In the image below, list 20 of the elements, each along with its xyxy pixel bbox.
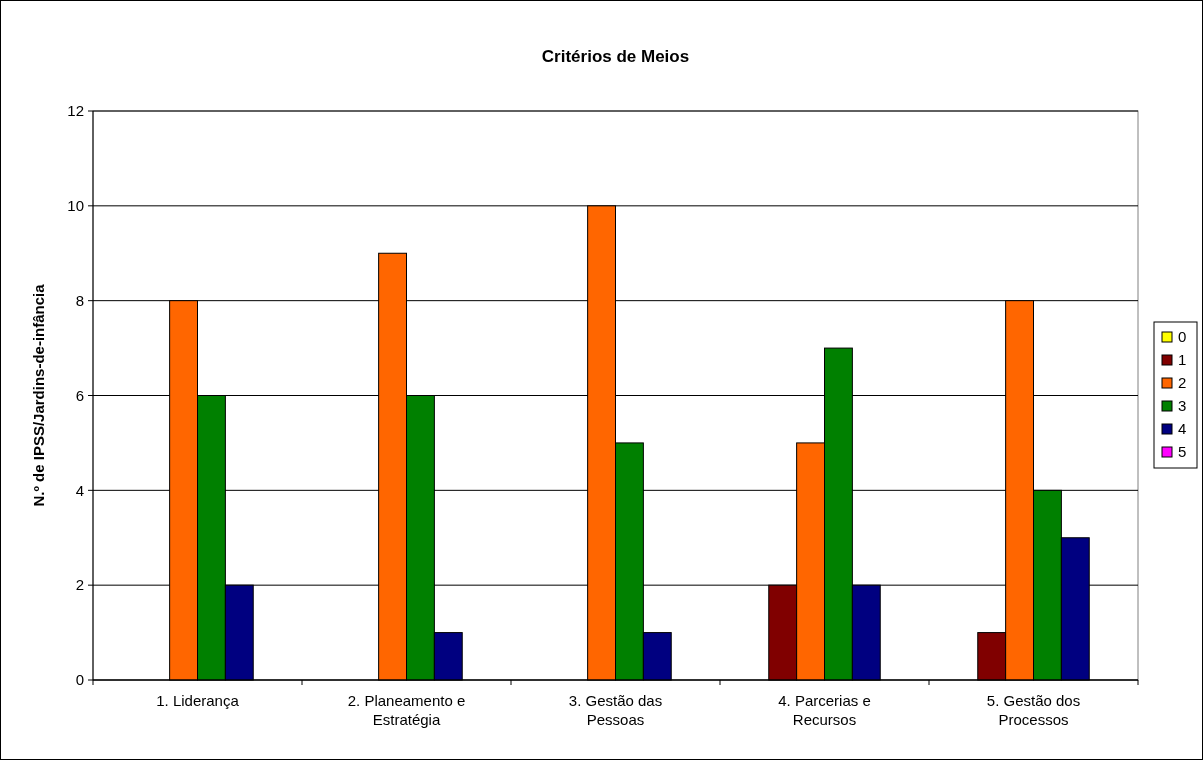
y-tick-label: 0 xyxy=(75,671,84,689)
y-axis-title: N.º de IPSS/Jardins-de-infância xyxy=(30,283,47,507)
y-tick-label: 6 xyxy=(75,386,84,404)
y-tick-label: 8 xyxy=(75,291,84,309)
x-tick-label: 5. Gestão dos Processos xyxy=(986,692,1081,728)
legend-label: 3 xyxy=(1178,397,1187,415)
legend-label: 0 xyxy=(1178,328,1187,346)
y-tick-label: 4 xyxy=(75,481,84,499)
x-tick-label: 2. Planeamento e Estratégia xyxy=(347,692,466,728)
legend-label: 4 xyxy=(1178,420,1187,438)
y-tick-label: 12 xyxy=(67,102,84,120)
y-tick-label: 2 xyxy=(75,576,84,594)
x-tick-label: 3. Gestão das Pessoas xyxy=(568,692,663,728)
chart-title: Critérios de Meios xyxy=(541,47,690,66)
legend-label: 1 xyxy=(1178,351,1187,369)
y-tick-label: 10 xyxy=(67,197,84,215)
x-tick-label: 1. Liderança xyxy=(156,692,240,709)
legend-label: 2 xyxy=(1178,374,1187,392)
legend-label: 5 xyxy=(1178,443,1187,461)
x-tick-label: 4. Parcerias e Recursos xyxy=(778,692,871,728)
